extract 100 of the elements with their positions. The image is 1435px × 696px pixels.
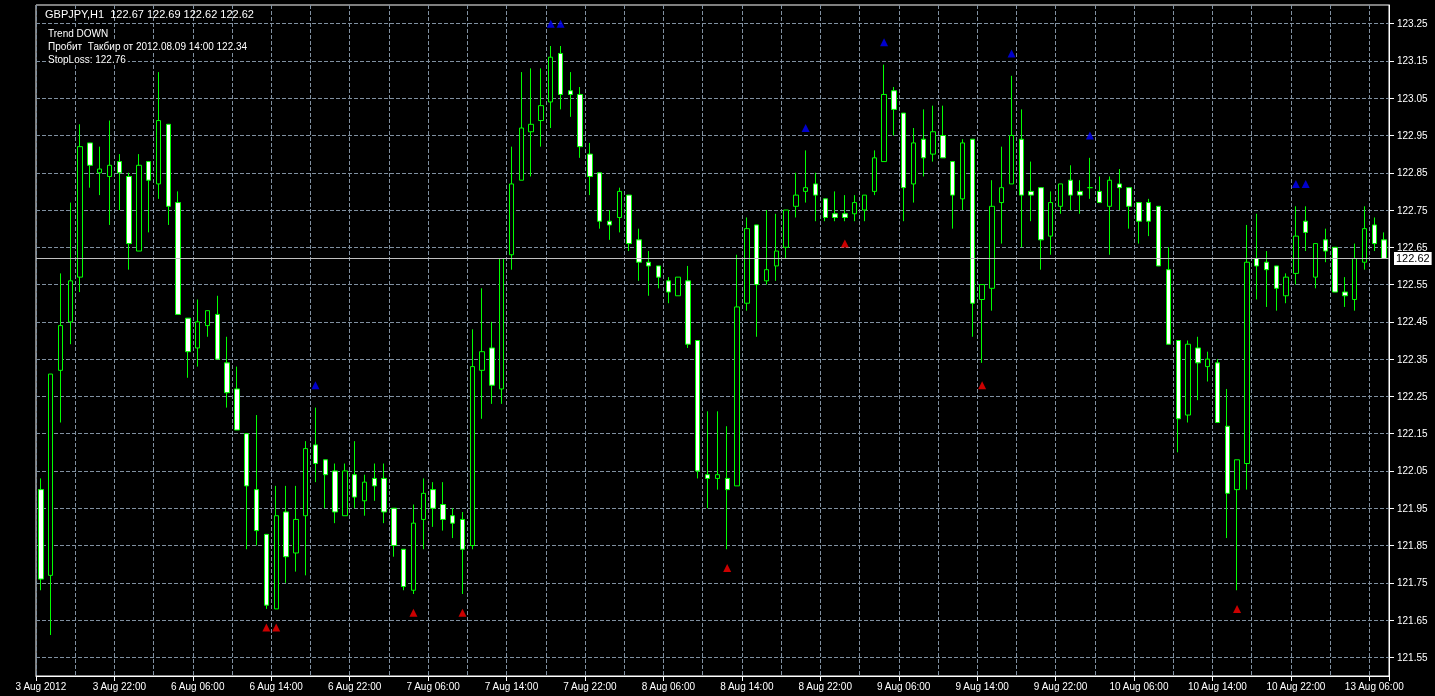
candlestick <box>1117 168 1122 211</box>
x-tick-label: 8 Aug 06:00 <box>641 680 696 692</box>
candlestick <box>646 250 651 297</box>
x-tick-label: 13 Aug 06:00 <box>1344 680 1405 692</box>
candlestick <box>293 485 299 573</box>
candlestick <box>813 172 818 222</box>
candlestick <box>1244 224 1250 491</box>
point <box>556 19 565 28</box>
candlestick <box>950 161 955 230</box>
candlestick <box>362 474 367 517</box>
candlestick <box>48 373 53 636</box>
y-tick-label: 122.05 <box>1397 465 1429 477</box>
y-tick-label: 123.25 <box>1397 18 1429 30</box>
candlestick <box>1058 183 1063 215</box>
candlestick <box>1332 246 1338 293</box>
candlestick <box>509 146 514 271</box>
x-tick-label: 10 Aug 06:00 <box>1109 680 1169 692</box>
candlestick <box>156 71 161 200</box>
y-tick-label: 123.15 <box>1397 55 1429 67</box>
candlestick <box>175 190 181 315</box>
y-tick-label: 122.85 <box>1397 167 1429 179</box>
candlestick <box>1195 336 1201 401</box>
candlestick <box>1215 358 1220 424</box>
candlestick <box>1274 265 1279 312</box>
point <box>546 19 555 28</box>
point <box>311 381 320 390</box>
candlestick <box>705 410 710 509</box>
x-tick-label: 8 Aug 22:00 <box>798 680 853 692</box>
candlestick <box>695 340 700 479</box>
x-tick-label: 7 Aug 22:00 <box>563 680 618 692</box>
candlestick <box>381 463 387 524</box>
candlestick <box>1019 108 1024 248</box>
candlestick <box>107 120 112 226</box>
y-tick-label: 121.65 <box>1397 614 1429 626</box>
candlestick <box>548 45 553 129</box>
candlestick <box>38 477 44 591</box>
candlestick <box>587 142 593 196</box>
candlestick <box>421 477 426 550</box>
annotation: Пробит Такбир от 2012.08.09 14:00 122.34 <box>48 40 248 52</box>
candlestick <box>685 265 691 349</box>
candlestick <box>215 295 220 360</box>
candlestick <box>1097 175 1102 204</box>
candlestick <box>274 485 279 610</box>
candlestick <box>97 146 102 196</box>
candlestick <box>1264 250 1269 308</box>
candlestick <box>1185 340 1191 424</box>
candlestick <box>489 321 495 405</box>
point <box>723 563 732 572</box>
candlestick <box>597 172 602 230</box>
candlestick <box>205 310 210 338</box>
candlestick <box>323 459 328 509</box>
x-tick-label: 7 Aug 14:00 <box>484 680 539 692</box>
candlestick <box>234 366 240 431</box>
candlestick <box>450 507 455 539</box>
candlestick <box>793 172 799 218</box>
point <box>1233 604 1242 613</box>
x-tick-label: 9 Aug 06:00 <box>876 680 931 692</box>
candlestick <box>1068 164 1073 211</box>
x-tick-label: 6 Aug 14:00 <box>249 680 304 692</box>
candlestick <box>1009 75 1014 185</box>
candlestick <box>87 142 93 189</box>
y-tick-label: 121.55 <box>1397 651 1429 663</box>
candlestick <box>1293 205 1299 286</box>
candlestick <box>734 254 740 487</box>
x-tick-label: 8 Aug 14:00 <box>720 680 774 692</box>
candlestick <box>872 149 877 196</box>
candlestick <box>342 463 348 517</box>
candlestick <box>1283 272 1289 304</box>
candlestick <box>1362 205 1367 271</box>
candlestick <box>440 481 446 532</box>
x-tick-label: 7 Aug 06:00 <box>406 680 461 692</box>
y-tick-label: 122.15 <box>1397 428 1429 440</box>
annotation: Trend DOWN <box>48 27 109 39</box>
candlestick <box>470 328 475 550</box>
candlestick <box>774 213 779 282</box>
candlestick <box>1381 231 1387 259</box>
candlestick <box>332 463 338 524</box>
candlestick <box>58 272 63 424</box>
candlestick <box>313 407 318 483</box>
x-tick-label: 10 Aug 14:00 <box>1187 680 1248 692</box>
candlestick <box>979 284 985 364</box>
candlestick <box>401 548 406 591</box>
candlestick <box>352 440 357 509</box>
candlestick <box>117 153 122 211</box>
point <box>272 623 281 632</box>
candlestick <box>519 71 524 181</box>
candlestick <box>136 153 142 252</box>
candlestick <box>989 179 995 312</box>
candlestick <box>862 194 867 222</box>
x-tick-label: 6 Aug 22:00 <box>327 680 382 692</box>
candlestick <box>558 45 563 110</box>
candlestick <box>675 276 681 297</box>
y-tick-label: 121.75 <box>1397 577 1429 589</box>
candlestick <box>940 105 946 159</box>
candlestick <box>166 123 171 226</box>
candlestick <box>1166 246 1171 345</box>
candlestick <box>146 161 151 233</box>
x-tick-label: 9 Aug 22:00 <box>1033 680 1088 692</box>
candlestick <box>1107 175 1112 256</box>
candlestick <box>195 298 200 368</box>
